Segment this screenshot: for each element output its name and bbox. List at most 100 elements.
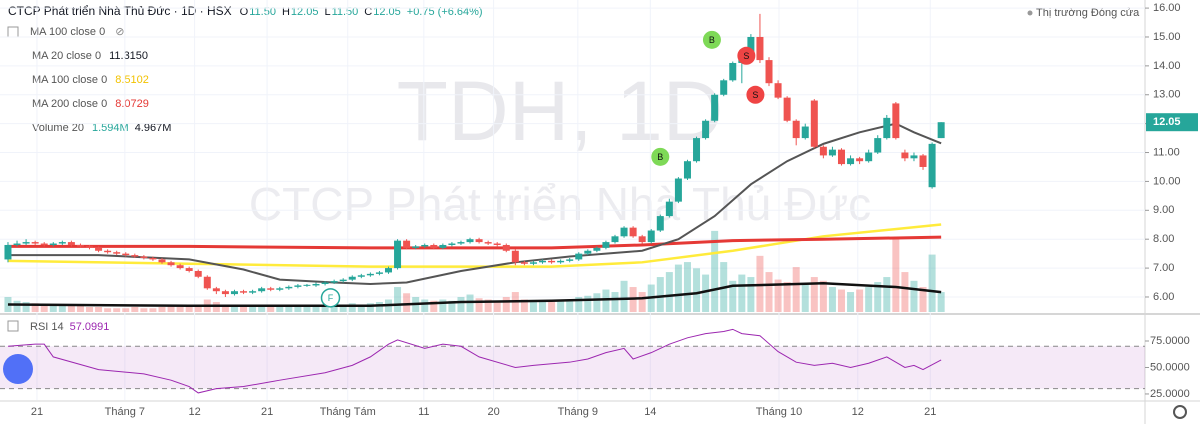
- price-change: +0.75 (+6.64%): [407, 6, 483, 18]
- rsi-band: [0, 346, 1145, 389]
- volume-bar: [131, 307, 139, 312]
- legend-name: MA 100 close 0: [30, 26, 105, 38]
- candle-body: [901, 152, 909, 159]
- candle-body: [584, 250, 592, 254]
- candle-body: [874, 138, 882, 153]
- candle-body: [76, 244, 84, 247]
- candle-body: [502, 244, 510, 251]
- candle-body: [430, 244, 438, 248]
- volume-bar: [874, 282, 882, 312]
- logo[interactable]: [3, 354, 33, 384]
- signal-marker: [746, 85, 765, 104]
- candle-body: [819, 146, 827, 156]
- y-tick-label: 11.00: [1153, 146, 1180, 158]
- candle-body: [792, 120, 800, 139]
- candle-body: [113, 252, 121, 254]
- volume-bar: [448, 300, 456, 312]
- symbol-title: CTCP Phát triển Nhà Thủ Đức · 1D · HSX: [8, 4, 232, 18]
- candle-body: [801, 126, 809, 139]
- signal-label: S: [752, 90, 758, 100]
- candle-body: [756, 36, 764, 61]
- volume-bar: [285, 307, 293, 312]
- volume-bar: [240, 307, 248, 312]
- candle-body: [285, 286, 293, 289]
- volume-bar: [693, 268, 701, 312]
- volume-bar: [439, 299, 447, 312]
- y-tick-label: 10.00: [1153, 175, 1181, 187]
- candle-body: [230, 291, 238, 295]
- volume-bar: [548, 302, 556, 312]
- volume-bar: [557, 300, 565, 312]
- candle-body: [647, 230, 655, 243]
- candle-body: [575, 253, 583, 260]
- x-tick-label: 12: [188, 406, 200, 418]
- candle-body: [847, 158, 855, 165]
- volume-bar: [421, 299, 429, 312]
- candle-body: [194, 270, 202, 277]
- y-tick-label: 8.00: [1153, 233, 1174, 245]
- volume-bar: [529, 302, 537, 312]
- candle-body: [221, 291, 229, 295]
- volume-bar: [901, 272, 909, 312]
- volume-bar: [620, 280, 628, 312]
- candle-body: [31, 242, 39, 244]
- candle-body: [548, 260, 556, 263]
- volume-bar: [611, 292, 619, 312]
- y-tick-label: 16.00: [1153, 2, 1181, 14]
- candle-body: [557, 260, 565, 263]
- volume-bar: [457, 297, 465, 312]
- volume-bar: [656, 277, 664, 312]
- visibility-icon: ⊘: [115, 26, 124, 38]
- candle-body: [49, 243, 57, 245]
- collapse-icon[interactable]: [7, 320, 19, 332]
- volume-bar: [357, 304, 365, 312]
- volume-bar: [919, 287, 927, 312]
- y-tick-label: 14.00: [1153, 60, 1181, 72]
- legend-value: 11.3150: [109, 50, 148, 62]
- x-tick-label: 12: [852, 406, 864, 418]
- rsi-value: 57.0991: [70, 321, 110, 333]
- y-tick-label: 15.00: [1153, 31, 1181, 43]
- candle-body: [176, 265, 184, 269]
- volume-bar: [828, 287, 836, 312]
- volume-bar: [466, 294, 474, 312]
- candle-body: [683, 161, 691, 179]
- volume-bar: [330, 305, 338, 312]
- legend-name: MA 200 close 0: [32, 98, 107, 110]
- candle-body: [312, 283, 320, 286]
- volume-bar: [58, 304, 66, 312]
- volume-bar: [665, 272, 673, 312]
- x-tick-label: 21: [924, 406, 936, 418]
- volume-bar: [267, 307, 275, 312]
- candle-body: [330, 281, 338, 283]
- candle-body: [439, 244, 447, 248]
- candle-body: [937, 122, 945, 139]
- candle-body: [566, 259, 574, 261]
- candle-body: [493, 243, 501, 245]
- volume-bar: [31, 303, 39, 312]
- candle-body: [910, 155, 918, 159]
- candle-body: [457, 242, 465, 244]
- volume-bar: [928, 254, 936, 312]
- candle-body: [593, 247, 601, 251]
- candle-body: [22, 242, 30, 244]
- x-tick-label: 11: [418, 406, 429, 418]
- volume-bar: [86, 307, 94, 312]
- settings-icon[interactable]: [1173, 405, 1187, 419]
- candle-body: [765, 60, 773, 84]
- volume-bar: [76, 305, 84, 312]
- candle-body: [40, 243, 48, 245]
- volume-bar: [113, 308, 121, 312]
- candle-body: [249, 291, 257, 293]
- candle-body: [475, 239, 483, 243]
- candle-body: [366, 273, 374, 276]
- volume-bar: [593, 293, 601, 312]
- ohlc-label: L: [324, 6, 330, 18]
- signal-label: B: [709, 35, 715, 45]
- x-tick-label: 20: [487, 406, 499, 418]
- x-tick-label: 14: [644, 406, 656, 418]
- volume-bar: [13, 300, 21, 312]
- signal-marker: [702, 30, 721, 49]
- candle-body: [466, 239, 474, 243]
